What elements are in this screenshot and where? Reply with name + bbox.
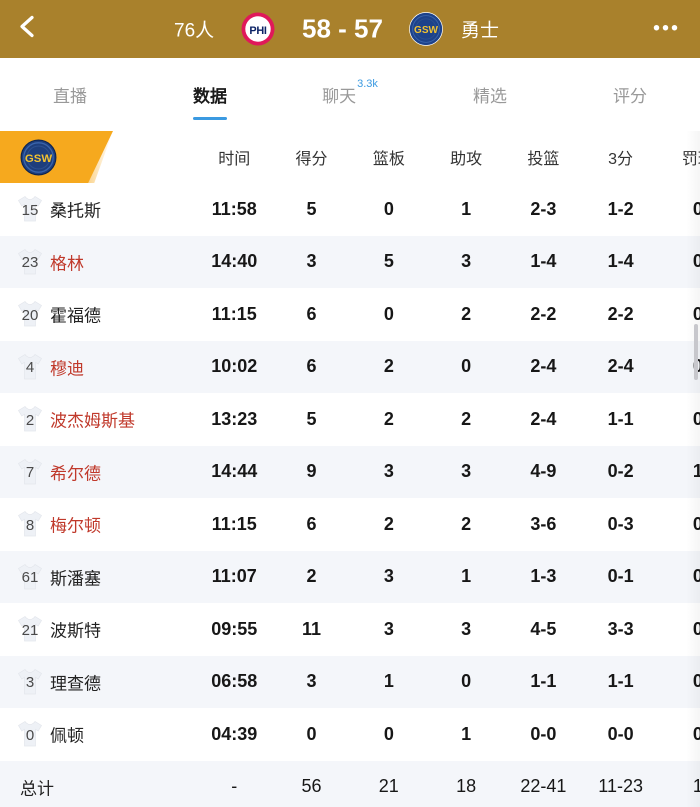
svg-text:GSW: GSW — [25, 152, 52, 164]
svg-text:GSW: GSW — [414, 25, 438, 36]
svg-text:PHI: PHI — [249, 25, 267, 37]
